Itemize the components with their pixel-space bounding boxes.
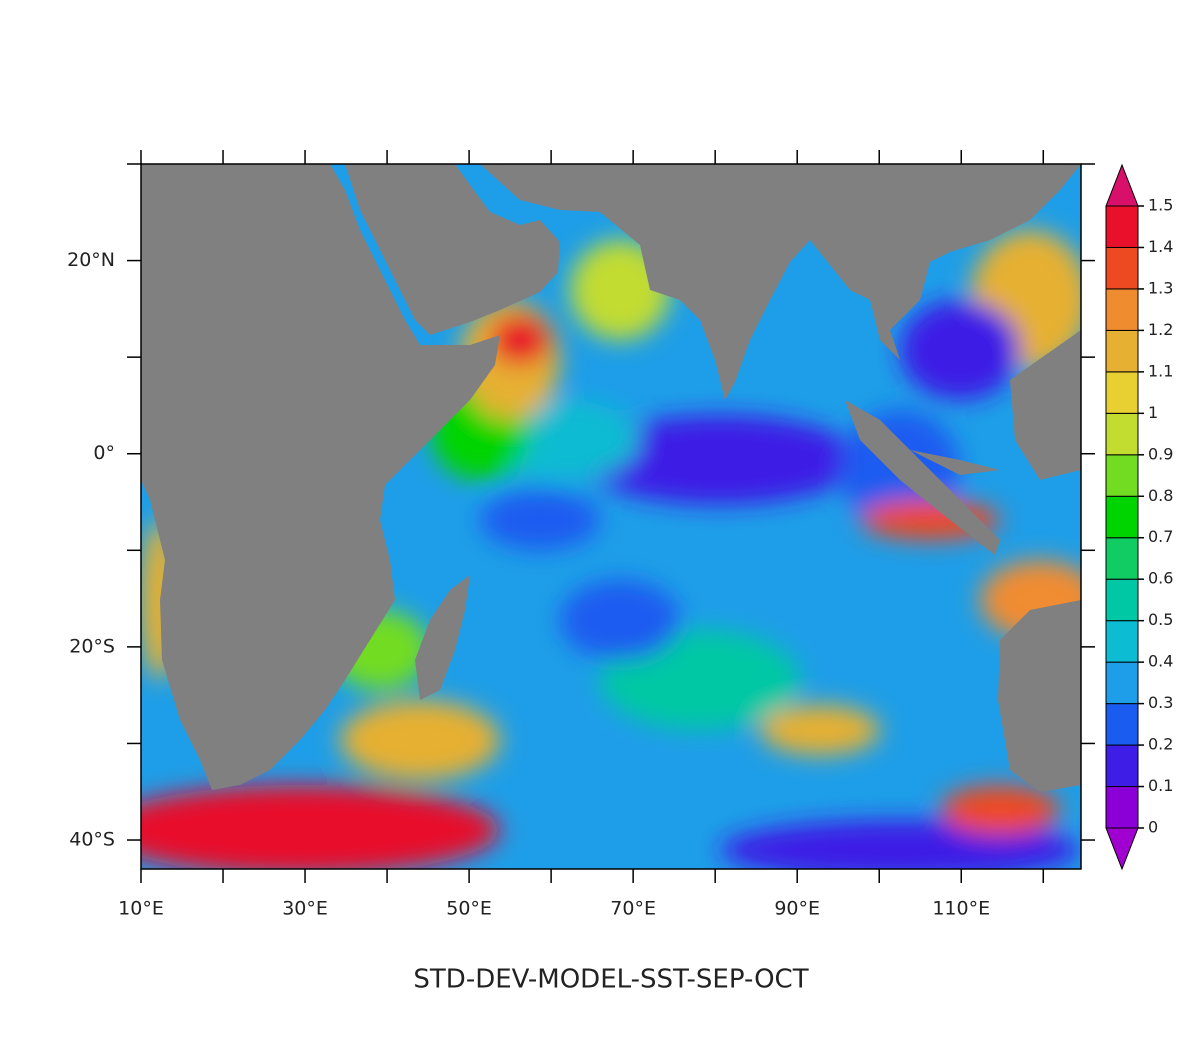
colorbar-label: 0.8 <box>1148 486 1173 505</box>
colorbar-band <box>1105 412 1139 456</box>
colorbar-label: 0.3 <box>1148 693 1173 712</box>
colorbar-label: 1.5 <box>1148 196 1173 215</box>
colorbar-band <box>1105 744 1139 788</box>
x-tick-label: 50°E <box>446 898 492 920</box>
colorbar-label: 0.6 <box>1148 569 1173 588</box>
colorbar-label: 1.2 <box>1148 320 1173 339</box>
y-tick-label: 40°S <box>69 829 115 851</box>
colorbar-band <box>1105 578 1139 622</box>
x-tick-label: 30°E <box>282 898 328 920</box>
x-tick-label: 110°E <box>932 898 990 920</box>
x-tick-label: 10°E <box>118 898 164 920</box>
land <box>141 164 1081 792</box>
plot-frame <box>140 163 1082 870</box>
colorbar-label: 0.2 <box>1148 735 1173 754</box>
colorbar-band <box>1105 288 1139 331</box>
colorbar-label: 1.1 <box>1148 361 1173 380</box>
colorbar: 0 0.1 0.2 0.3 0.4 0.5 0.6 0.7 0.8 0.9 1 1.1 1.2 1.3 1.… <box>1105 163 1173 871</box>
y-tick-label: 20°S <box>69 635 115 657</box>
colorbar-band <box>1105 329 1139 373</box>
colorbar-band <box>1105 786 1139 829</box>
colorbar-band <box>1105 537 1139 580</box>
colorbar-band <box>1105 703 1139 746</box>
colorbar-band <box>1105 661 1139 705</box>
colorbar-label: 0 <box>1148 818 1158 837</box>
colorbar-label: 0.5 <box>1148 610 1173 629</box>
colorbar-label: 0.4 <box>1148 652 1173 671</box>
colorbar-label: 1.4 <box>1148 237 1173 256</box>
chart-title: STD-DEV-MODEL-SST-SEP-OCT <box>413 965 808 995</box>
colorbar-over <box>1105 163 1139 207</box>
colorbar-label: 0.1 <box>1148 776 1173 795</box>
colorbar-band <box>1105 620 1139 663</box>
colorbar-band <box>1105 495 1139 539</box>
map-field <box>141 164 1081 869</box>
colorbar-band <box>1105 205 1139 248</box>
x-tick-label: 90°E <box>774 898 820 920</box>
colorbar-band <box>1105 371 1139 414</box>
colorbar-label: 1.3 <box>1148 278 1173 297</box>
colorbar-band <box>1105 246 1139 290</box>
y-tick-label: 0° <box>93 442 115 464</box>
x-tick-label: 70°E <box>610 898 656 920</box>
colorbar-label: 1 <box>1148 403 1158 422</box>
colorbar-label: 0.7 <box>1148 527 1173 546</box>
axes: 10°E 30°E 50°E 70°E 90°E 110°E 20°N 0° 20°S 40°S <box>67 150 1095 920</box>
colorbar-label: 0.9 <box>1148 444 1173 463</box>
colorbar-under <box>1105 827 1139 871</box>
colorbar-band <box>1105 454 1139 497</box>
y-tick-label: 20°N <box>67 249 115 271</box>
